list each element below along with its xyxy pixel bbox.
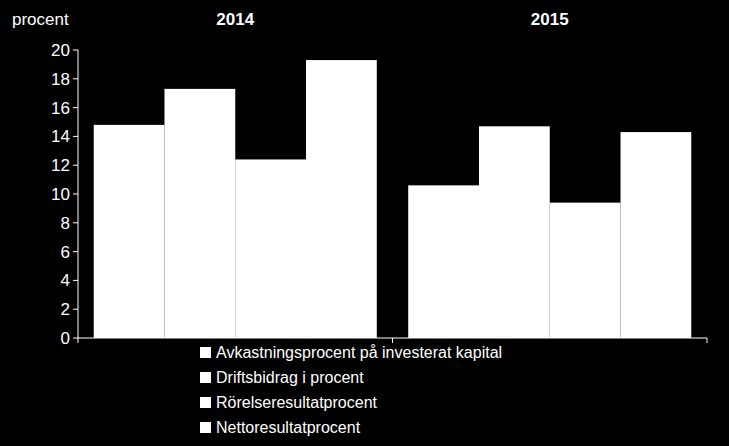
y-tick xyxy=(73,222,78,223)
y-tick xyxy=(73,338,78,339)
y-tick-label: 2 xyxy=(61,300,70,319)
y-tick-label: 4 xyxy=(61,271,70,290)
x-tick xyxy=(392,338,393,343)
legend-label: Nettoresultatprocent xyxy=(216,419,361,436)
y-tick-label: 14 xyxy=(51,127,70,146)
category-label: 2014 xyxy=(216,10,254,29)
chart-svg: procent 0 2 4 6 8 10 12 14 16 18 20 2014 2015 Avkastni… xyxy=(0,0,729,446)
category-label: 2015 xyxy=(531,10,569,29)
y-tick xyxy=(73,194,78,195)
bar xyxy=(621,132,692,338)
legend-swatch xyxy=(200,422,211,433)
bar xyxy=(235,159,306,338)
x-tick xyxy=(78,338,79,343)
legend-label: Driftsbidrag i procent xyxy=(216,369,364,386)
y-axis-label: procent xyxy=(12,10,69,29)
legend-label: Avkastningsprocent på investerat kapital xyxy=(216,344,502,361)
legend-swatch xyxy=(200,372,211,383)
y-tick-label: 12 xyxy=(51,156,70,175)
legend-swatch xyxy=(200,397,211,408)
legend-label: Rörelseresultatprocent xyxy=(216,394,378,411)
y-tick xyxy=(73,280,78,281)
bars xyxy=(94,60,692,338)
y-tick-label: 20 xyxy=(51,41,70,60)
y-tick-label: 0 xyxy=(61,329,70,348)
legend-swatch xyxy=(200,347,211,358)
bar xyxy=(164,89,235,338)
y-tick xyxy=(73,309,78,310)
y-tick xyxy=(73,165,78,166)
chart-root: procent 0 2 4 6 8 10 12 14 16 18 20 2014 2015 Avkastni… xyxy=(0,0,729,446)
y-tick-label: 8 xyxy=(61,214,70,233)
y-tick xyxy=(73,107,78,108)
y-tick xyxy=(73,50,78,51)
bar xyxy=(550,203,621,338)
background xyxy=(0,0,729,446)
y-tick-label: 16 xyxy=(51,99,70,118)
bar xyxy=(408,185,479,338)
y-tick xyxy=(73,136,78,137)
y-tick-label: 6 xyxy=(61,243,70,262)
y-tick-label: 10 xyxy=(51,185,70,204)
y-tick xyxy=(73,78,78,79)
bar xyxy=(306,60,377,338)
y-tick xyxy=(73,251,78,252)
bar xyxy=(94,125,165,338)
y-tick-label: 18 xyxy=(51,70,70,89)
x-tick xyxy=(707,338,708,343)
bar xyxy=(479,126,550,338)
